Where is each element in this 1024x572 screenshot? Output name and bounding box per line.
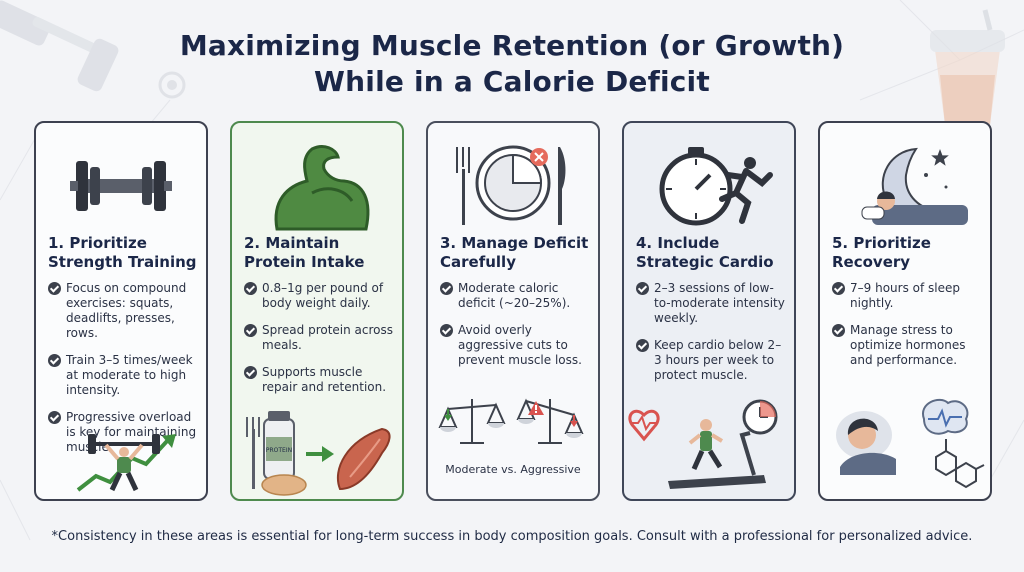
dumbbell-icon bbox=[70, 161, 172, 211]
list-item: Focus on compound exercises: squats, dea… bbox=[48, 281, 200, 341]
moon-sleep-icon bbox=[861, 147, 968, 225]
card-recovery: 5. Prioritize Recovery 7–9 hours of sleep… bbox=[818, 121, 992, 501]
check-icon bbox=[832, 282, 845, 295]
check-icon bbox=[244, 324, 257, 337]
check-icon bbox=[244, 366, 257, 379]
check-icon bbox=[440, 282, 453, 295]
check-icon bbox=[636, 282, 649, 295]
card-points: 7–9 hours of sleep nightly. Manage stres… bbox=[832, 281, 984, 380]
check-icon bbox=[48, 282, 61, 295]
treadmill-runner-icon bbox=[628, 399, 778, 489]
card-points: Moderate caloric deficit (~20–25%). Avoi… bbox=[440, 281, 592, 380]
card-title: 1. Prioritize Strength Training bbox=[48, 234, 197, 271]
title-line-1: Maximizing Muscle Retention (or Growth) bbox=[179, 29, 845, 62]
card-title: 4. Include Strategic Cardio bbox=[636, 234, 774, 271]
page-title: Maximizing Muscle Retention (or Growth) … bbox=[0, 28, 1024, 100]
list-item: Supports muscle repair and retention. bbox=[244, 365, 396, 395]
knife-icon bbox=[558, 147, 566, 225]
card-title: 2. Maintain Protein Intake bbox=[244, 234, 365, 271]
list-item: Spread protein across meals. bbox=[244, 323, 396, 353]
card-manage-deficit: 3. Manage Deficit Carefully Moderate calo… bbox=[426, 121, 600, 501]
sleeping-person-icon bbox=[836, 398, 985, 489]
footer-note: *Consistency in these areas is essential… bbox=[51, 529, 973, 544]
plate-fork-knife-icon bbox=[456, 145, 566, 225]
list-item: Keep cardio below 2–3 hours per week to … bbox=[636, 338, 788, 383]
list-item: Manage stress to optimize hormones and p… bbox=[832, 323, 984, 368]
scale-caption: Moderate vs. Aggressive bbox=[445, 463, 581, 476]
weightlifter-growth-icon bbox=[76, 434, 176, 492]
fork-icon bbox=[246, 417, 260, 489]
bottle-label: PROTEIN bbox=[266, 447, 292, 454]
card-points: Focus on compound exercises: squats, dea… bbox=[48, 281, 200, 467]
check-icon bbox=[244, 282, 257, 295]
flexed-bicep-icon bbox=[274, 145, 370, 231]
protein-to-muscle-icon: PROTEIN bbox=[246, 411, 391, 496]
card-points: 0.8–1g per pound of body weight daily. S… bbox=[244, 281, 396, 407]
check-icon bbox=[636, 339, 649, 352]
list-item: Avoid overly aggressive cuts to prevent … bbox=[440, 323, 592, 368]
fork-icon bbox=[456, 147, 470, 225]
card-strategic-cardio: 4. Include Strategic Cardio 2–3 sessions … bbox=[622, 121, 796, 501]
card-points: 2–3 sessions of low-to-moderate intensit… bbox=[636, 281, 788, 395]
check-icon bbox=[440, 324, 453, 337]
check-icon bbox=[48, 411, 61, 424]
card-title: 5. Prioritize Recovery bbox=[832, 234, 931, 271]
card-title: 3. Manage Deficit Carefully bbox=[440, 234, 589, 271]
list-item: 2–3 sessions of low-to-moderate intensit… bbox=[636, 281, 788, 326]
list-item: Moderate caloric deficit (~20–25%). bbox=[440, 281, 592, 311]
check-icon bbox=[48, 354, 61, 367]
check-icon bbox=[832, 324, 845, 337]
list-item: 7–9 hours of sleep nightly. bbox=[832, 281, 984, 311]
card-strength-training: 1. Prioritize Strength Training Focus on … bbox=[34, 121, 208, 501]
balance-scales-icon bbox=[438, 398, 584, 444]
list-item: Progressive overload is key for maintain… bbox=[48, 410, 200, 455]
cards-row: 1. Prioritize Strength Training Focus on … bbox=[34, 121, 992, 501]
stopwatch-runner-icon bbox=[659, 147, 773, 226]
list-item: Train 3–5 times/week at moderate to high… bbox=[48, 353, 200, 398]
list-item: 0.8–1g per pound of body weight daily. bbox=[244, 281, 396, 311]
card-protein-intake: 2. Maintain Protein Intake 0.8–1g per pou… bbox=[230, 121, 404, 501]
title-line-2: While in a Calorie Deficit bbox=[314, 65, 710, 98]
